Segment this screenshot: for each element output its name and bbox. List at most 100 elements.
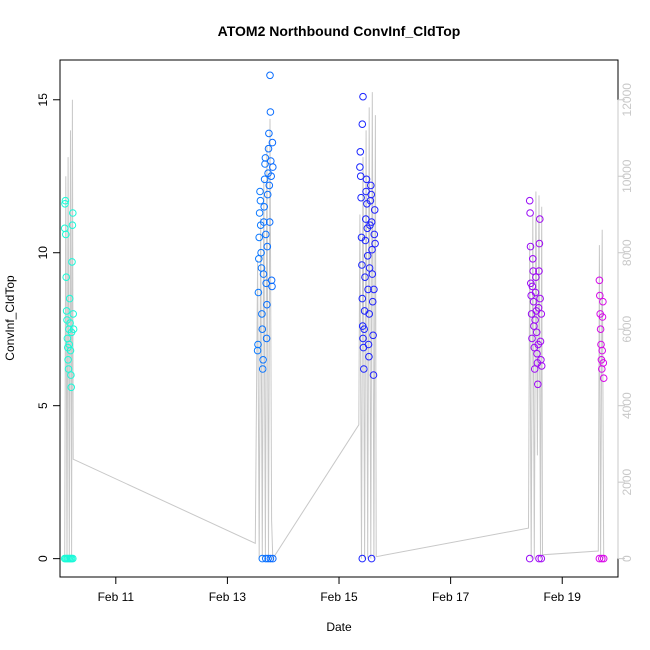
data-point [67,383,75,392]
data-point [267,157,275,165]
y2-tick-label: 6000 [620,316,634,343]
data-point [363,252,372,260]
data-point [531,316,539,324]
data-point [367,181,375,190]
y-tick-label: 0 [36,555,50,562]
x-tick-label: Feb 17 [432,590,470,604]
data-point [598,554,606,563]
data-point [369,331,377,340]
data-point [358,294,367,303]
data-point [262,230,270,239]
data-point [526,242,535,251]
data-point [69,325,78,334]
data-point [60,224,69,233]
y-tick-label: 5 [36,402,50,409]
data-point [531,288,540,297]
data-point [596,291,604,300]
secondary-series-line [64,92,605,561]
data-point [61,196,70,205]
y2-axis: 0 2000 4000 6000 8000 10000 12000 [617,83,634,562]
secondary-line-layer [64,92,605,561]
data-point [68,221,77,229]
data-point [269,163,277,171]
data-point [537,310,546,318]
data-point [259,356,267,364]
data-point [254,288,263,297]
y-axis-label: ConvInf_CldTop [3,275,17,361]
data-point [526,209,534,217]
data-point [264,554,272,563]
data-point [537,362,546,370]
data-point [62,307,71,315]
data-point [367,218,376,226]
data-point [370,285,378,294]
data-point [267,172,276,180]
y-tick-label: 10 [36,246,50,260]
data-point [263,242,272,251]
data-point [359,92,367,101]
data-point [365,310,374,318]
points-layer [60,71,608,563]
data-point [69,209,77,217]
data-point [533,349,541,358]
y2-tick-label: 4000 [620,392,634,419]
data-point [599,554,608,563]
data-point [595,276,604,285]
data-point [536,215,544,223]
data-point [356,163,364,171]
data-point [534,304,543,312]
data-point [258,365,267,373]
data-point [262,334,271,343]
data-point [535,267,543,275]
x-axis-label: Date [326,620,352,634]
data-point [358,554,367,563]
data-point [269,554,277,563]
data-point [62,273,70,282]
data-point [598,313,607,321]
data-point [536,294,544,303]
data-point [356,148,365,156]
data-point [67,371,75,379]
data-point [367,190,376,199]
data-point [534,380,542,389]
data-point [525,196,534,205]
data-point [256,187,264,196]
data-point [265,181,274,190]
data-point [258,310,266,318]
data-point [599,359,608,367]
data-point [368,297,377,306]
data-point [65,294,74,303]
y-axis: 0 5 10 15 [36,93,61,562]
data-point [66,319,74,327]
data-point [369,371,378,379]
data-point [255,209,264,217]
data-point [265,218,274,226]
data-point [529,254,537,263]
chart-title: ATOM2 Northbound ConvInf_CldTop [218,23,461,39]
data-point [368,245,376,254]
data-point [268,282,276,291]
data-point [260,218,268,226]
data-point [268,138,277,147]
data-point [370,206,379,214]
data-point [364,340,373,349]
data-point [358,120,367,128]
data-point [266,108,275,116]
x-tick-label: Feb 15 [320,590,358,604]
data-point [360,325,369,334]
y2-tick-label: 12000 [620,83,634,117]
data-point [258,554,267,563]
data-point [528,334,536,343]
data-point [357,193,365,202]
y2-tick-label: 10000 [620,159,634,193]
data-point [535,554,543,563]
data-point [69,554,77,563]
data-point [260,203,269,211]
data-point [254,340,262,349]
data-point [530,365,539,373]
data-point [364,285,372,294]
x-axis: Feb 11 Feb 13 Feb 15 Feb 17 Feb 19 [98,576,581,604]
x-tick-label: Feb 13 [209,590,247,604]
data-point [362,215,370,223]
data-point [537,554,546,563]
